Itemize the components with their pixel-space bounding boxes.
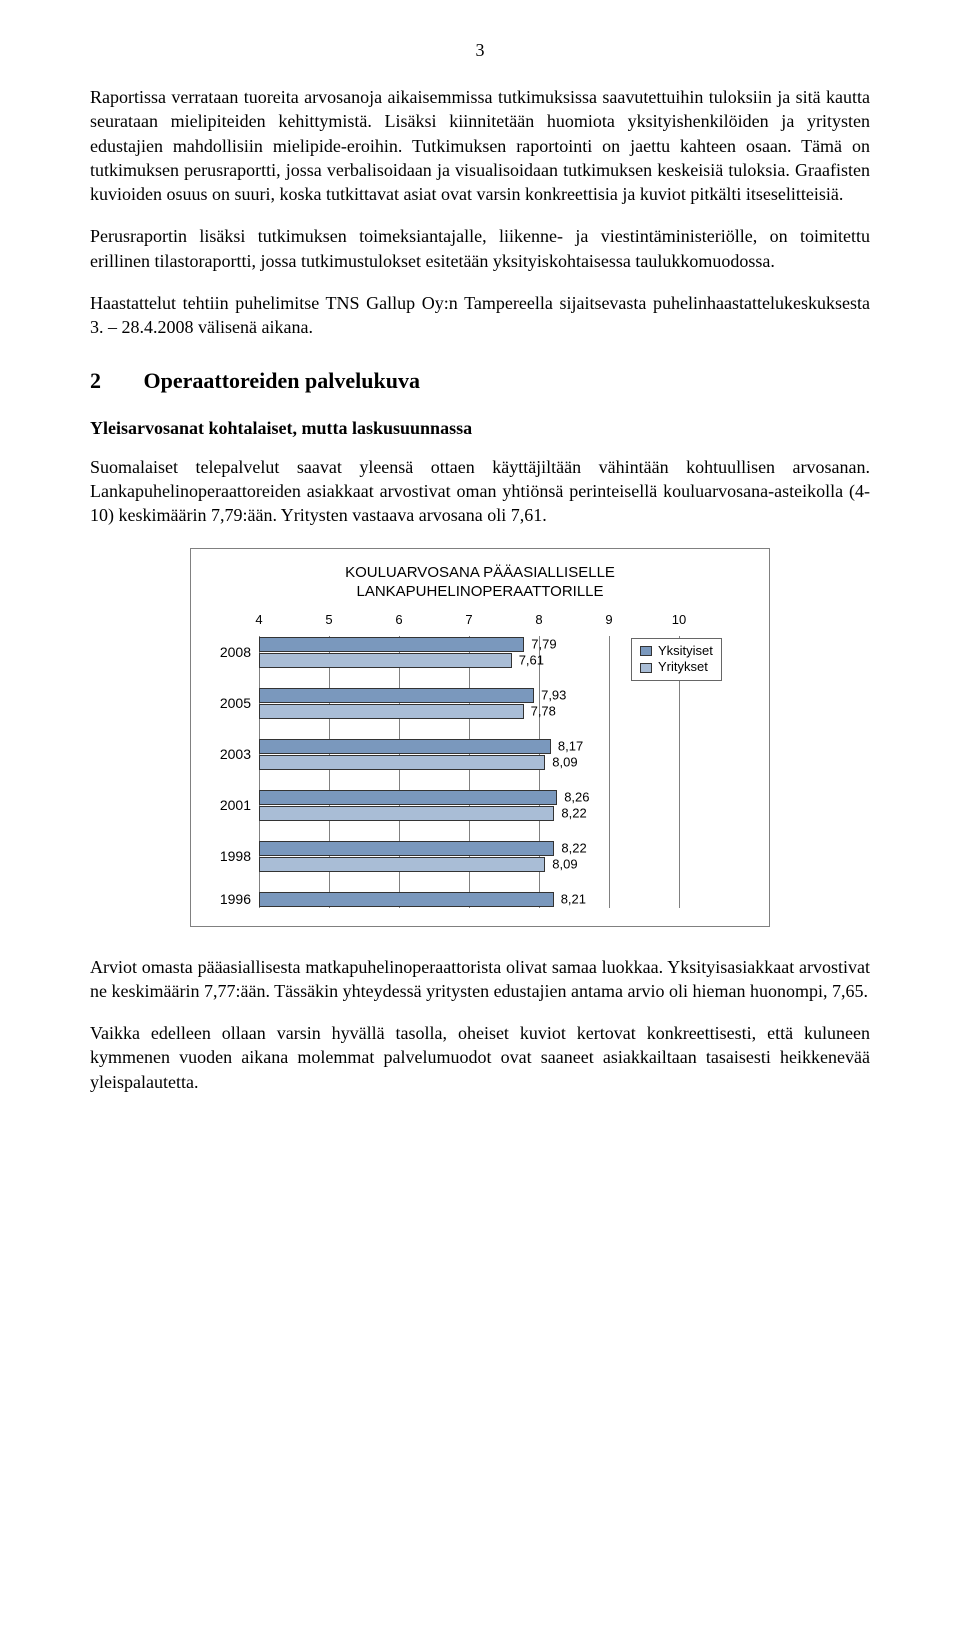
chart-bar-value: 8,09 xyxy=(544,857,577,872)
chart-year-label: 1998 xyxy=(211,848,259,864)
chart-year-group: 20018,268,22 xyxy=(211,789,749,822)
paragraph-6: Vaikka edelleen ollaan varsin hyvällä ta… xyxy=(90,1021,870,1094)
chart-year-label: 2008 xyxy=(211,644,259,660)
x-tick-label: 10 xyxy=(672,612,686,627)
x-tick-label: 9 xyxy=(605,612,612,627)
chart-bar: 8,09 xyxy=(259,755,545,770)
chart-title-line2: LANKAPUHELINOPERAATTORILLE xyxy=(356,583,603,600)
section-number: 2 xyxy=(90,368,138,394)
chart-bar-holder: 8,228,09 xyxy=(259,840,749,873)
chart-year-group: 19968,21 xyxy=(211,891,749,908)
chart-year-label: 1996 xyxy=(211,891,259,907)
page: 3 Raportissa verrataan tuoreita arvosano… xyxy=(0,0,960,1172)
chart-bar-holder: 8,21 xyxy=(259,891,749,908)
x-tick-label: 5 xyxy=(325,612,332,627)
chart-bar: 8,09 xyxy=(259,857,545,872)
chart-bar: 7,78 xyxy=(259,704,524,719)
chart-bar-value: 8,26 xyxy=(556,790,589,805)
chart-bar: 8,22 xyxy=(259,841,554,856)
chart-bar-value: 7,93 xyxy=(533,688,566,703)
chart-bar-value: 8,09 xyxy=(544,755,577,770)
legend-label: Yksityiset xyxy=(658,643,713,660)
chart-bar-holder: 8,268,22 xyxy=(259,789,749,822)
chart-bar-holder: 7,937,78 xyxy=(259,687,749,720)
chart-x-axis: 45678910 xyxy=(259,612,679,632)
x-tick-label: 8 xyxy=(535,612,542,627)
paragraph-4: Suomalaiset telepalvelut saavat yleensä … xyxy=(90,455,870,528)
paragraph-1: Raportissa verrataan tuoreita arvosanoja… xyxy=(90,85,870,206)
section-heading: 2 Operaattoreiden palvelukuva xyxy=(90,368,870,394)
chart-bar: 7,93 xyxy=(259,688,534,703)
chart-year-label: 2005 xyxy=(211,695,259,711)
legend-swatch xyxy=(640,646,652,656)
chart-bar: 7,79 xyxy=(259,637,524,652)
paragraph-2: Perusraportin lisäksi tutkimuksen toimek… xyxy=(90,224,870,273)
chart-bar: 7,61 xyxy=(259,653,512,668)
paragraph-5: Arviot omasta pääasiallisesta matkapuhel… xyxy=(90,955,870,1004)
paragraph-3: Haastattelut tehtiin puhelimitse TNS Gal… xyxy=(90,291,870,340)
legend-label: Yritykset xyxy=(658,659,708,676)
chart-bar-value: 7,79 xyxy=(523,637,556,652)
chart-bar: 8,21 xyxy=(259,892,554,907)
chart-year-label: 2001 xyxy=(211,797,259,813)
subheading: Yleisarvosanat kohtalaiset, mutta laskus… xyxy=(90,418,870,439)
chart-year-label: 2003 xyxy=(211,746,259,762)
x-tick-label: 4 xyxy=(255,612,262,627)
chart-bar-value: 8,21 xyxy=(553,892,586,907)
chart-bar: 8,17 xyxy=(259,739,551,754)
legend-row: Yritykset xyxy=(640,659,713,676)
x-tick-label: 6 xyxy=(395,612,402,627)
chart-bar-value: 7,78 xyxy=(523,704,556,719)
chart-title-line1: KOULUARVOSANA PÄÄASIALLISELLE xyxy=(345,564,615,581)
chart-container: KOULUARVOSANA PÄÄASIALLISELLE LANKAPUHEL… xyxy=(190,548,770,927)
chart-bar: 8,26 xyxy=(259,790,557,805)
legend-swatch xyxy=(640,663,652,673)
chart-year-group: 20057,937,78 xyxy=(211,687,749,720)
chart-legend: YksityisetYritykset xyxy=(631,638,722,682)
chart-bar: 8,22 xyxy=(259,806,554,821)
chart-bar-value: 7,61 xyxy=(511,653,544,668)
chart-bar-value: 8,17 xyxy=(550,739,583,754)
chart-title: KOULUARVOSANA PÄÄASIALLISELLE LANKAPUHEL… xyxy=(211,563,749,602)
chart-plot-area: 20087,797,6120057,937,7820038,178,092001… xyxy=(211,636,749,908)
chart-bar-holder: 8,178,09 xyxy=(259,738,749,771)
chart-bar-value: 8,22 xyxy=(553,806,586,821)
chart-year-group: 19988,228,09 xyxy=(211,840,749,873)
chart-year-group: 20038,178,09 xyxy=(211,738,749,771)
section-title: Operaattoreiden palvelukuva xyxy=(144,368,420,393)
chart-bar-value: 8,22 xyxy=(553,841,586,856)
page-number: 3 xyxy=(90,40,870,61)
x-tick-label: 7 xyxy=(465,612,472,627)
legend-row: Yksityiset xyxy=(640,643,713,660)
